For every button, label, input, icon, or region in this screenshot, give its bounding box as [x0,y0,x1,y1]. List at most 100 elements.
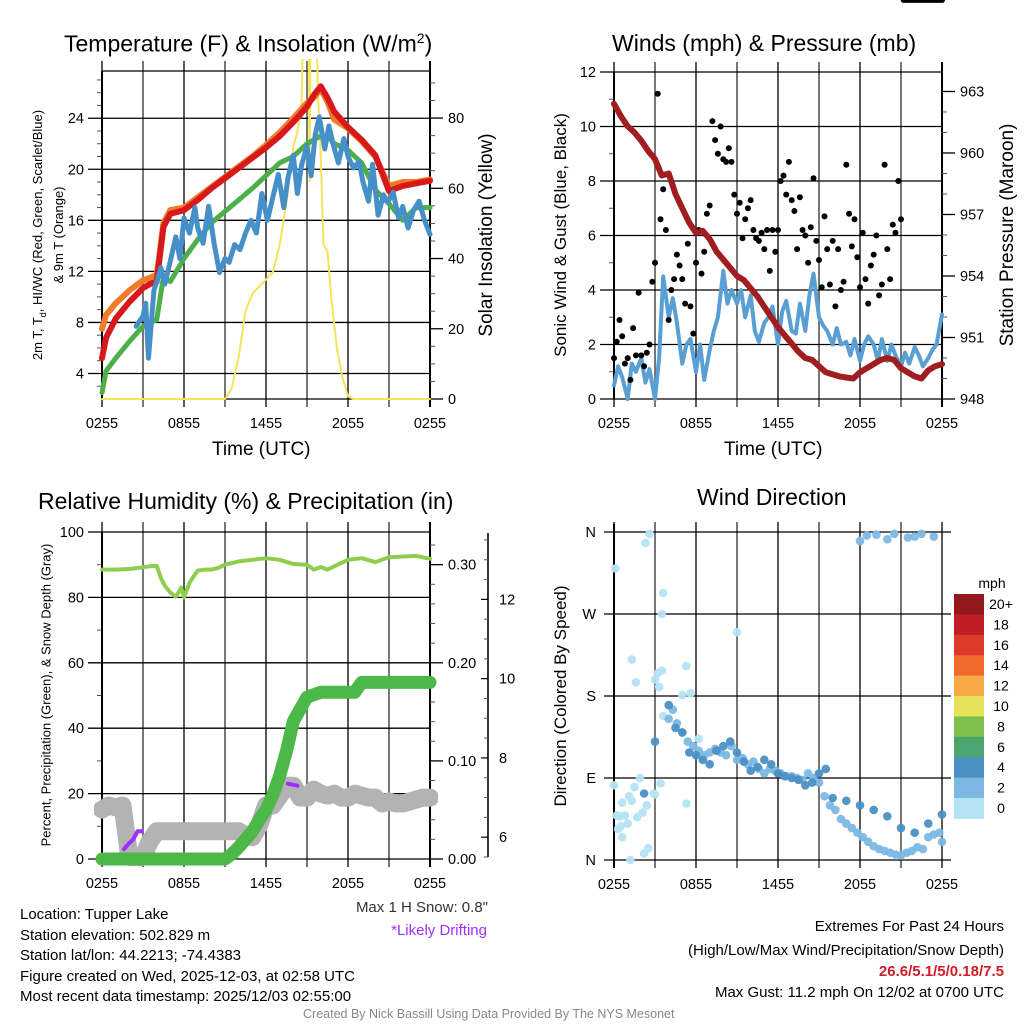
gust-point [734,210,740,217]
series-solar-insolation [101,59,431,400]
x-tick-label: 2055 [332,876,364,892]
direction-point [801,781,810,790]
gust-point [848,243,855,250]
gust-point [854,254,861,261]
legend-label: 14 [993,657,1009,673]
direction-point [641,538,650,548]
direction-point [678,728,687,737]
direction-point [889,529,899,539]
direction-point [694,734,703,744]
winds-pressure-panel: 0255 0855 1455 2055 025502468101294895195495… [580,0,984,432]
winds-ylabel: Sonic Wind & Gust (Blue, Black) [551,113,570,357]
gust-point [884,246,891,253]
gust-point [747,197,754,204]
x-tick-label: 2055 [332,416,364,432]
gust-point [761,246,768,253]
gust-point [657,216,664,223]
gust-point [712,137,719,144]
y2-tick-label: 0.00 [448,852,476,868]
series-precipitation [95,675,437,866]
direction-point [624,791,634,801]
legend-title: mph [978,575,1005,591]
direction-point [794,775,803,785]
direction-tick-label: N [586,525,596,541]
direction-point [705,760,714,769]
y-tick-label: 8 [76,315,84,331]
legend-swatch [954,696,984,717]
direction-point [872,530,881,539]
gust-point [755,237,762,244]
gust-point [714,150,721,157]
gust-point [939,0,945,3]
gust-point [840,278,847,285]
direction-point [732,627,742,637]
direction-point [712,746,721,755]
x-tick-label: 0255 [414,416,446,432]
title-superscript: 2 [416,30,425,46]
gust-point [865,300,872,307]
gust-point [687,303,694,310]
x-tick-label: 0255 [86,416,118,432]
gust-point [750,227,757,233]
latlon-text: Station lat/lon: 44.2213; -74.4383 [20,947,242,964]
direction-point [657,609,667,619]
x-tick-label: 0255 [926,416,958,432]
gust-point [736,199,743,206]
direction-point [918,844,928,854]
gust-point [621,360,628,367]
legend-swatch [954,716,984,738]
gust-point [684,240,691,247]
humidity-chart-title: Relative Humidity (%) & Precipitation (i… [38,488,454,514]
x-tick-label: 0855 [680,877,712,893]
direction-point [869,805,878,815]
x-tick-label: 0255 [414,876,446,892]
created-text: Figure created on Wed, 2025-12-03, at 02… [20,967,355,985]
direction-point [609,781,619,790]
direction-point [627,655,637,664]
direction-point [929,532,939,541]
extremes-title: Extremes For Past 24 Hours [814,918,1004,935]
y-tick-label: 100 [60,525,84,541]
gust-point [862,276,869,283]
direction-point [855,536,865,546]
gust-point [624,355,631,362]
direction-point [664,700,673,710]
station-info: Location: Tupper Lake Station elevation:… [20,905,355,1008]
direction-point [753,762,762,772]
gust-point [676,262,683,269]
legend-swatch [954,798,984,819]
direction-point [903,533,913,542]
gust-point [873,232,880,239]
gust-point [673,251,680,258]
direction-point [698,755,708,765]
direction-point [862,531,872,540]
series-station-pressure [611,100,945,382]
y-tick-label: 20 [68,162,84,178]
gust-point [758,229,765,236]
ylabel-subscript: d [37,312,48,318]
direction-point [639,789,649,798]
legend-swatch [954,614,984,636]
winds-xlabel: Time (UTC) [724,439,823,460]
y-tick-label: 0 [588,392,596,408]
direction-tick-label: S [586,689,596,705]
gust-point [887,276,894,283]
x-tick-label: 1455 [250,876,282,892]
legend-label: 20+ [989,596,1013,612]
y2-tick-label: 0 [448,392,456,408]
gust-point [764,227,771,233]
x-tick-label: 0255 [598,877,630,893]
gust-point [794,246,801,253]
legend-label: 0 [997,800,1005,816]
gust-point [881,161,888,168]
direction-point [664,714,673,724]
gust-point [898,216,904,223]
insolation-y2label: Solar Insolation (Yellow) [476,133,497,337]
gust-point [783,191,790,198]
direction-point [671,723,680,733]
gust-point [668,287,675,293]
temperature-ylabel: 2m T, Td, HI/WC (Red, Green, Scarlet/Blu… [30,110,66,360]
direction-point [855,801,865,810]
gust-point [742,216,749,223]
